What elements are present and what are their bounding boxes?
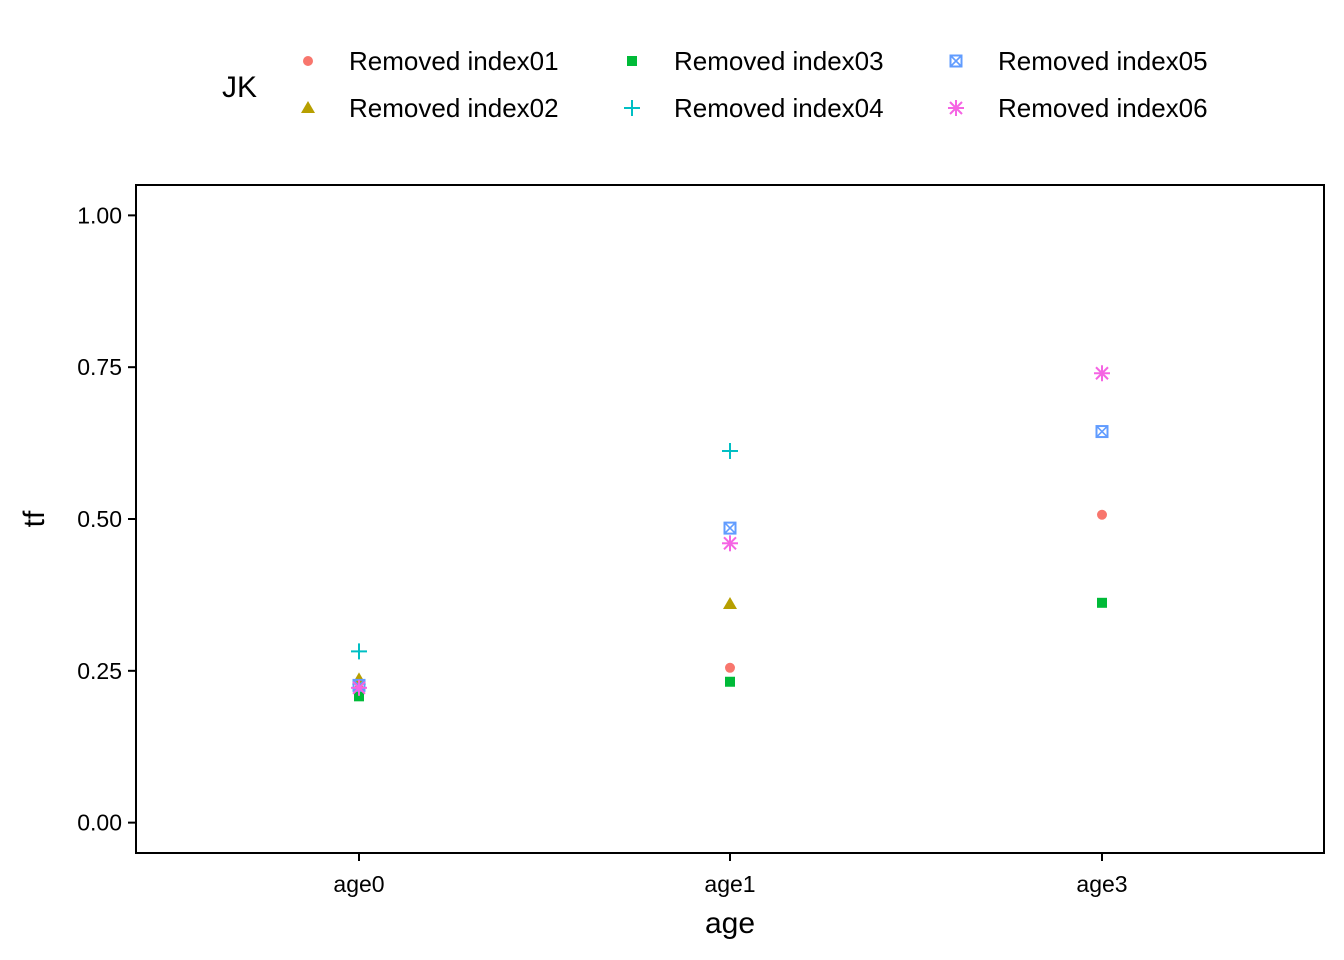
y-tick-label: 0.25 — [77, 658, 122, 684]
legend-item: Removed index01 — [303, 46, 559, 76]
legend-item: Removed index03 — [627, 46, 884, 76]
plot-panel — [135, 184, 1325, 854]
data-point — [351, 679, 367, 696]
data-point — [722, 442, 738, 459]
data-point — [1095, 425, 1109, 439]
x-tick-label: age1 — [704, 871, 755, 897]
legend-label: Removed index05 — [998, 46, 1208, 76]
data-point — [1094, 365, 1110, 382]
data-point — [1097, 597, 1107, 608]
legend-title: JK — [222, 71, 257, 104]
data-point — [723, 597, 737, 610]
legend-key — [301, 101, 315, 113]
x-tick-label: age0 — [333, 871, 384, 897]
legend-key — [949, 54, 963, 68]
data-point — [725, 676, 735, 687]
legend-item: Removed index04 — [624, 93, 884, 123]
data-point — [351, 643, 367, 660]
y-axis-title: tf — [18, 510, 51, 527]
y-axis: 0.00 0.25 0.50 0.75 1.00 — [77, 202, 136, 836]
legend-item: Removed index02 — [301, 93, 559, 123]
data-points — [351, 365, 1110, 702]
y-tick-label: 0.50 — [77, 506, 122, 532]
x-axis: age0 age1 age3 — [333, 853, 1128, 897]
legend-key — [627, 56, 637, 66]
legend-label: Removed index02 — [349, 93, 559, 123]
legend-label: Removed index03 — [674, 46, 884, 76]
data-point — [722, 535, 738, 552]
legend-item: Removed index06 — [948, 93, 1208, 123]
data-point — [354, 691, 364, 702]
x-axis-title: age — [705, 907, 755, 940]
y-tick-label: 0.75 — [77, 354, 122, 380]
legend-label: Removed index04 — [674, 93, 884, 123]
legend-item: Removed index05 — [949, 46, 1208, 76]
legend-key — [303, 56, 313, 66]
data-point — [725, 662, 735, 673]
data-point — [723, 521, 737, 535]
y-tick-label: 0.00 — [77, 810, 122, 836]
legend-key — [624, 100, 640, 116]
legend-items: Removed index01 Removed index02 Removed in… — [301, 46, 1208, 123]
legend-label: Removed index01 — [349, 46, 559, 76]
x-tick-label: age3 — [1076, 871, 1127, 897]
legend-label: Removed index06 — [998, 93, 1208, 123]
y-tick-label: 1.00 — [77, 202, 122, 228]
legend-key — [948, 100, 964, 116]
data-point — [1097, 509, 1107, 520]
